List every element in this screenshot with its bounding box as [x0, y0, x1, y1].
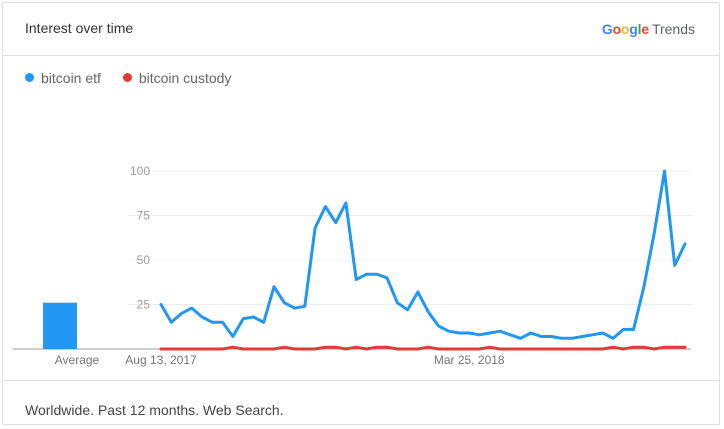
average-label: Average: [55, 353, 100, 367]
card-title: Interest over time: [25, 20, 134, 36]
line-chart: 25 50 75 100 Aug 13, 2017 Mar 25, 2018 Average: [13, 164, 691, 367]
google-letter: l: [637, 21, 642, 37]
y-tick-label: 75: [137, 209, 151, 223]
trends-wordmark: Trends: [651, 21, 695, 37]
google-trends-logo[interactable]: Google Trends: [602, 21, 695, 37]
google-letter: o: [620, 21, 630, 37]
legend-dot-icon: [25, 73, 34, 82]
google-letter: e: [641, 21, 649, 37]
y-tick-label: 25: [137, 298, 151, 312]
y-tick-label: 100: [130, 164, 150, 178]
x-tick-label: Mar 25, 2018: [434, 353, 505, 367]
average-bar: [43, 302, 77, 349]
card-header: Interest over time Google Trends: [3, 3, 719, 56]
google-letter: g: [629, 21, 638, 37]
interest-over-time-card: Interest over time Google Trends bitcoin …: [2, 2, 720, 425]
card-footer: Worldwide. Past 12 months. Web Search.: [3, 380, 719, 425]
chart-legend: bitcoin etf bitcoin custody: [25, 69, 249, 86]
google-letter: G: [601, 21, 613, 37]
legend-item-bitcoin-custody[interactable]: bitcoin custody: [122, 69, 232, 86]
x-tick-label: Aug 13, 2017: [125, 353, 197, 367]
legend-label: bitcoin custody: [138, 69, 232, 86]
footer-note: Worldwide. Past 12 months. Web Search.: [25, 402, 284, 418]
google-letter: o: [612, 21, 622, 37]
legend-item-bitcoin-etf[interactable]: bitcoin etf: [25, 70, 101, 86]
google-wordmark: Google: [602, 21, 649, 37]
series-line: [159, 169, 687, 340]
legend-dot-icon: [122, 73, 132, 82]
legend-label: bitcoin etf: [41, 69, 101, 86]
series-line: [159, 345, 687, 351]
y-tick-label: 50: [137, 253, 151, 267]
